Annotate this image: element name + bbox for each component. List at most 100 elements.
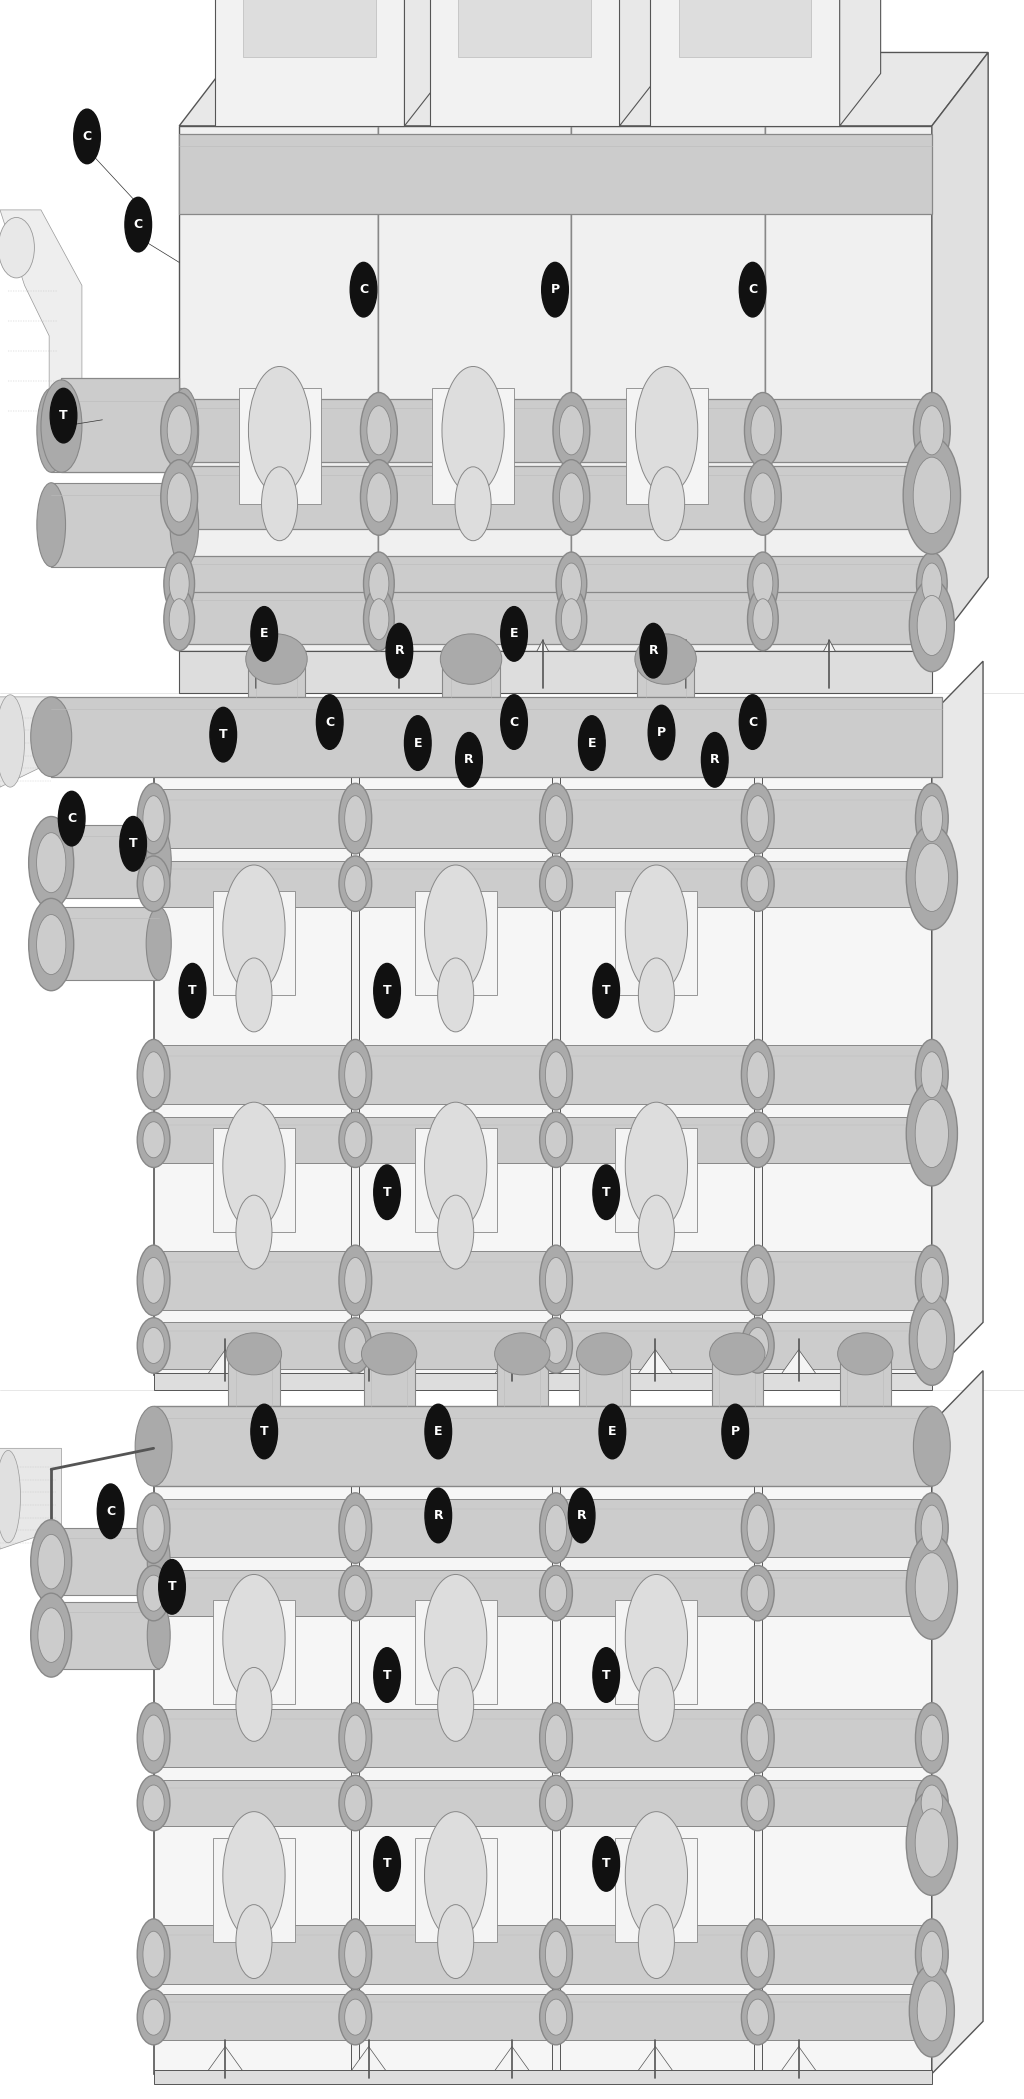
Text: C: C: [749, 716, 757, 728]
Bar: [351, 1423, 359, 2074]
Ellipse shape: [913, 393, 950, 468]
Ellipse shape: [345, 1327, 366, 1364]
Ellipse shape: [0, 695, 25, 787]
Ellipse shape: [143, 1784, 164, 1822]
Ellipse shape: [425, 1811, 486, 1939]
Text: T: T: [168, 1581, 176, 1593]
Bar: [415, 1839, 497, 1942]
Text: C: C: [83, 130, 91, 143]
Ellipse shape: [137, 1112, 170, 1167]
Text: E: E: [588, 737, 596, 749]
Ellipse shape: [577, 1333, 632, 1375]
Ellipse shape: [147, 1528, 170, 1595]
Circle shape: [251, 607, 278, 661]
Ellipse shape: [903, 437, 961, 554]
Polygon shape: [346, 1350, 391, 1381]
Ellipse shape: [369, 563, 389, 605]
Ellipse shape: [741, 783, 774, 854]
Polygon shape: [932, 1371, 983, 2074]
Circle shape: [74, 109, 100, 164]
Ellipse shape: [556, 552, 587, 615]
Ellipse shape: [626, 1574, 687, 1702]
Ellipse shape: [922, 1715, 942, 1761]
Bar: [61, 378, 179, 472]
Ellipse shape: [146, 907, 171, 980]
Ellipse shape: [741, 1112, 774, 1167]
Ellipse shape: [0, 218, 35, 277]
Text: T: T: [383, 984, 391, 997]
Ellipse shape: [748, 1998, 768, 2036]
Ellipse shape: [143, 1257, 164, 1303]
Ellipse shape: [916, 588, 947, 651]
Ellipse shape: [339, 1112, 372, 1167]
Bar: [646, 1652, 667, 1704]
Ellipse shape: [635, 634, 696, 684]
Circle shape: [501, 607, 527, 661]
Polygon shape: [489, 2047, 535, 2078]
Bar: [646, 942, 667, 995]
Ellipse shape: [906, 1790, 957, 1895]
Text: R: R: [710, 754, 720, 766]
Bar: [154, 1373, 932, 1390]
Text: T: T: [602, 1669, 610, 1681]
Bar: [51, 1528, 159, 1595]
Ellipse shape: [367, 472, 391, 523]
Ellipse shape: [922, 1574, 942, 1612]
Ellipse shape: [922, 1998, 942, 2036]
Ellipse shape: [540, 1776, 572, 1830]
Circle shape: [97, 1484, 124, 1539]
Ellipse shape: [922, 563, 942, 605]
Bar: [51, 907, 159, 980]
Ellipse shape: [741, 1492, 774, 1564]
Ellipse shape: [915, 1245, 948, 1316]
Bar: [154, 861, 932, 907]
Ellipse shape: [143, 796, 164, 842]
Bar: [445, 1180, 466, 1232]
Ellipse shape: [345, 1052, 366, 1098]
Ellipse shape: [364, 588, 394, 651]
Ellipse shape: [546, 1931, 566, 1977]
Bar: [213, 890, 295, 995]
Ellipse shape: [546, 865, 566, 903]
Text: P: P: [657, 726, 666, 739]
Ellipse shape: [39, 907, 63, 980]
Ellipse shape: [170, 388, 199, 472]
Ellipse shape: [339, 1318, 372, 1373]
Ellipse shape: [540, 1112, 572, 1167]
Text: T: T: [383, 1858, 391, 1870]
Ellipse shape: [741, 856, 774, 911]
Circle shape: [739, 262, 766, 317]
Text: T: T: [219, 728, 227, 741]
Bar: [154, 1780, 932, 1826]
Ellipse shape: [553, 393, 590, 468]
Polygon shape: [932, 661, 983, 1375]
Polygon shape: [517, 640, 568, 688]
Text: T: T: [59, 409, 68, 422]
Ellipse shape: [909, 1293, 954, 1385]
Ellipse shape: [0, 1450, 20, 1543]
Bar: [179, 556, 932, 609]
Bar: [154, 714, 932, 1375]
Ellipse shape: [437, 957, 474, 1033]
Ellipse shape: [143, 1121, 164, 1159]
Ellipse shape: [922, 796, 942, 842]
Polygon shape: [0, 1448, 61, 1549]
Text: T: T: [602, 984, 610, 997]
Bar: [154, 2070, 932, 2084]
Polygon shape: [230, 640, 282, 688]
Ellipse shape: [137, 856, 170, 911]
Bar: [754, 714, 762, 1375]
Text: C: C: [326, 716, 334, 728]
Circle shape: [701, 733, 728, 787]
Ellipse shape: [367, 405, 391, 455]
Bar: [154, 1251, 932, 1310]
Ellipse shape: [748, 1257, 768, 1303]
Ellipse shape: [748, 588, 778, 651]
Polygon shape: [776, 2047, 821, 2078]
Ellipse shape: [143, 1998, 164, 2036]
Bar: [626, 388, 708, 504]
Ellipse shape: [915, 1318, 948, 1373]
Bar: [154, 1499, 932, 1557]
Ellipse shape: [339, 856, 372, 911]
Ellipse shape: [559, 472, 584, 523]
